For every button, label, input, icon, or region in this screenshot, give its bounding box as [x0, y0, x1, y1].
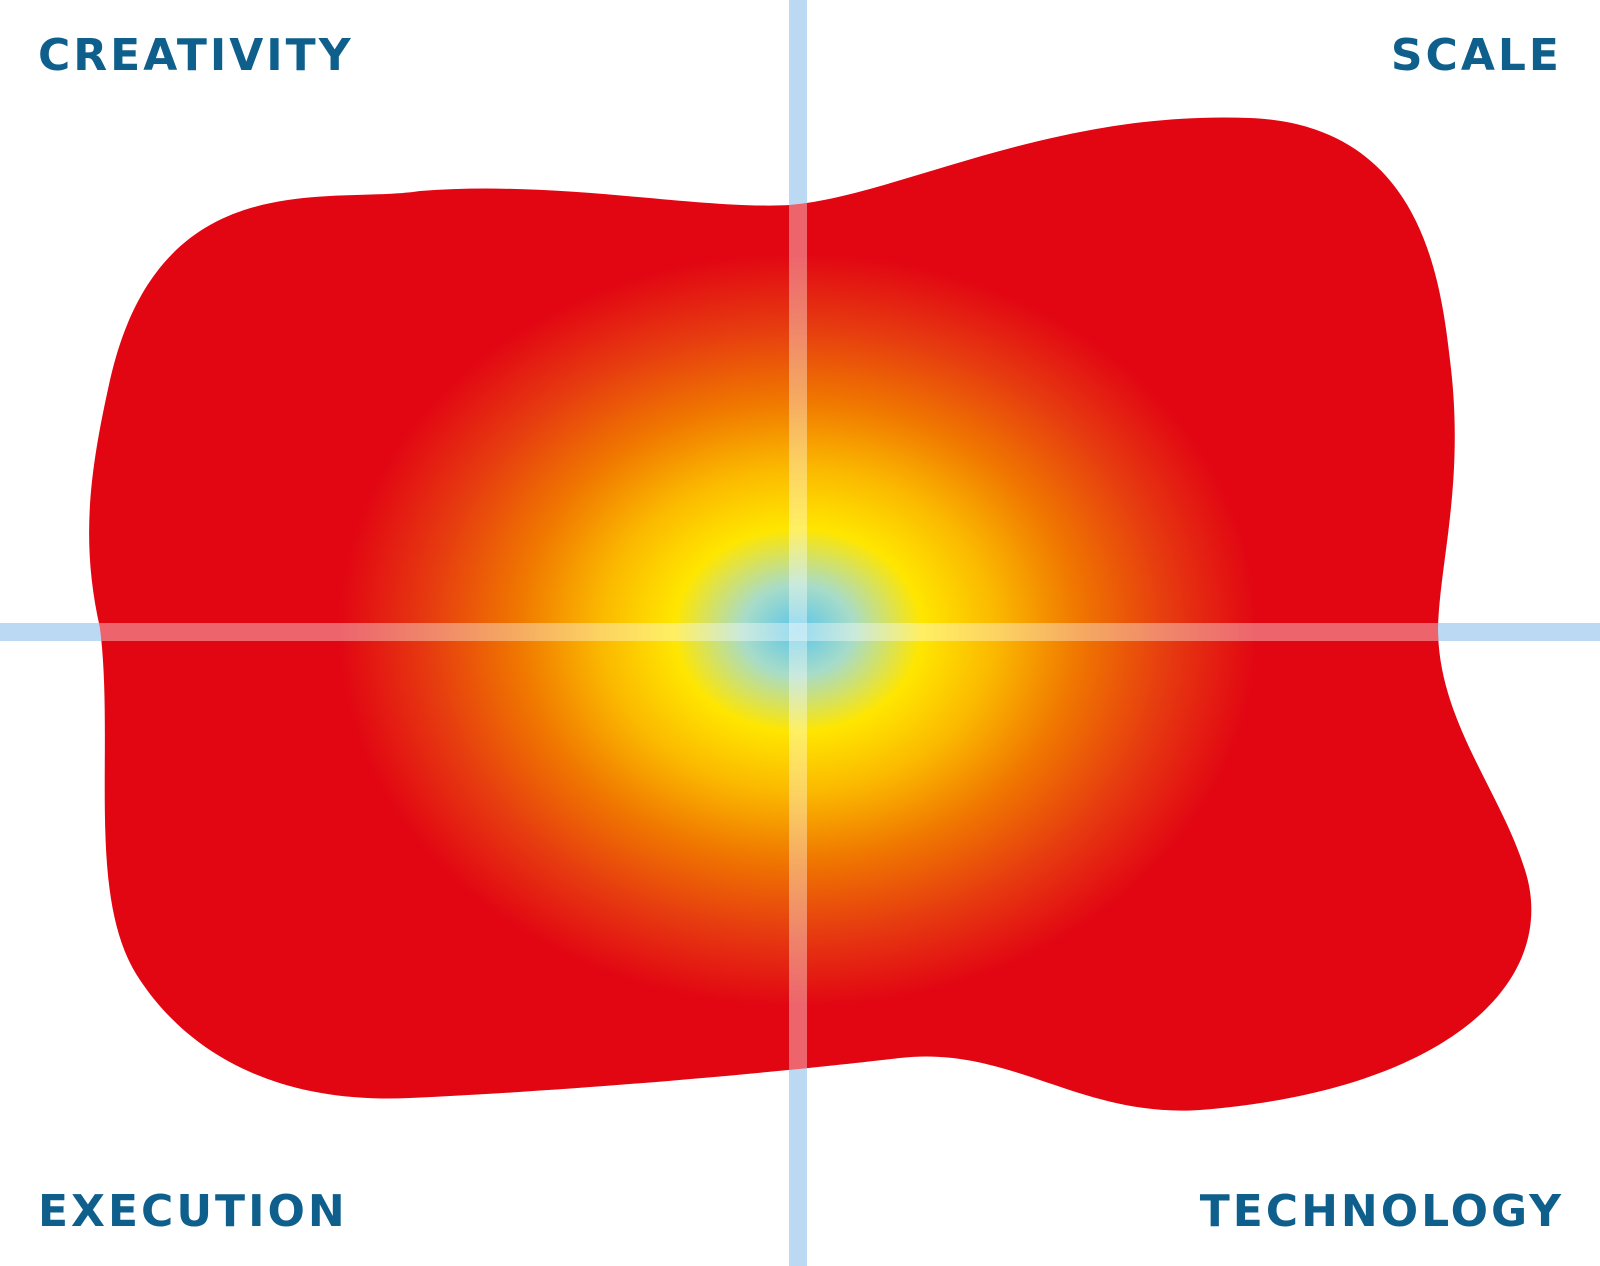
- label-creativity: CREATIVITY: [38, 30, 354, 81]
- heat-gradient-blob: [89, 117, 1532, 1111]
- vertical-axis-overlay: [789, 117, 807, 1111]
- label-execution: EXECUTION: [38, 1186, 348, 1237]
- label-scale: SCALE: [1390, 30, 1562, 81]
- label-technology: TECHNOLOGY: [1199, 1186, 1564, 1237]
- horizontal-axis-overlay: [89, 623, 1532, 641]
